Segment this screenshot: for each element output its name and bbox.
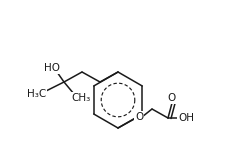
Text: HO: HO <box>44 63 60 73</box>
Text: CH₃: CH₃ <box>71 93 91 103</box>
Text: O: O <box>168 93 176 103</box>
Text: O: O <box>135 112 143 122</box>
Text: OH: OH <box>178 113 194 123</box>
Text: H₃C: H₃C <box>27 89 47 99</box>
